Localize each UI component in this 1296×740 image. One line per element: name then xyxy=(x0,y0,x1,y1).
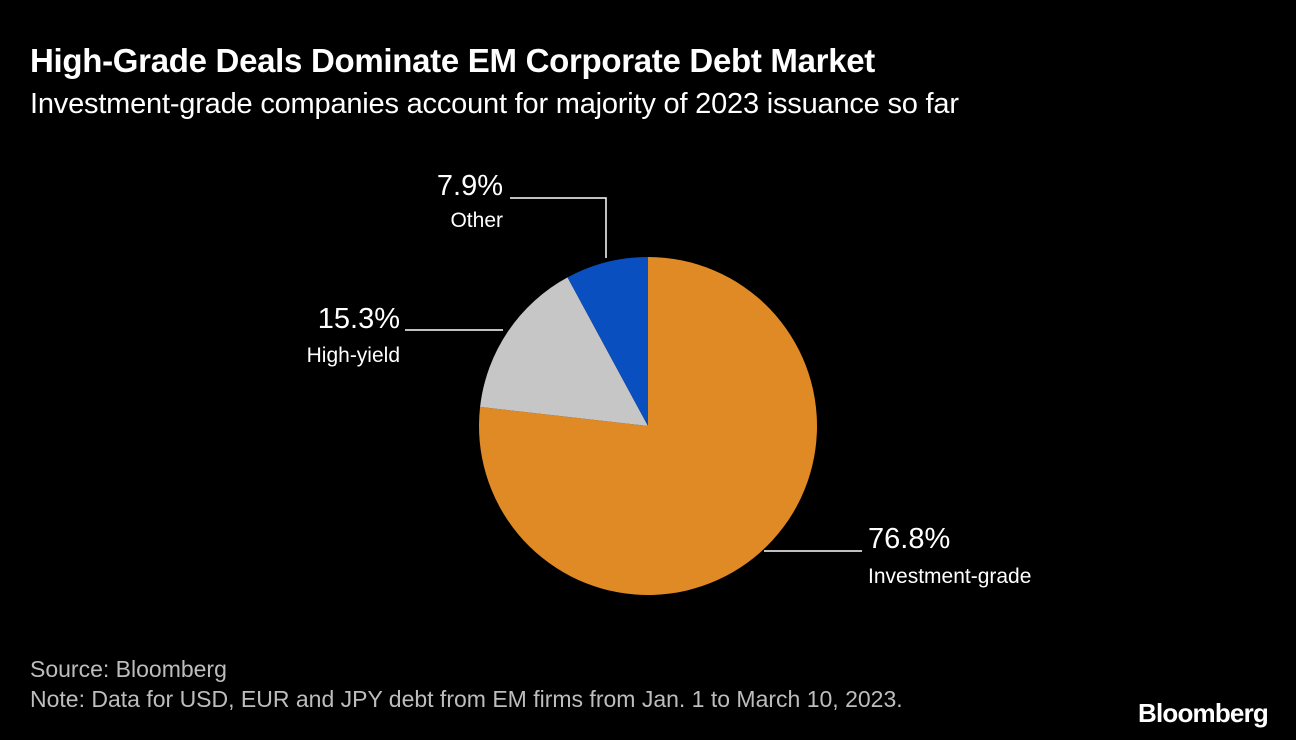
pie-slice-high-yield xyxy=(480,277,648,426)
category-label-other: Other xyxy=(450,209,503,232)
category-label-high-yield: High-yield xyxy=(307,344,400,367)
category-label-investment-grade: Investment-grade xyxy=(868,565,1031,588)
pie-slice-other xyxy=(567,257,648,426)
chart-subtitle: Investment-grade companies account for m… xyxy=(30,88,959,120)
data-label-high-yield: 15.3% xyxy=(318,303,400,335)
leader-line-other xyxy=(510,197,607,258)
data-label-other: 7.9% xyxy=(437,170,503,202)
data-note: Note: Data for USD, EUR and JPY debt fro… xyxy=(30,686,903,712)
bloomberg-logo: Bloomberg xyxy=(1137,698,1269,728)
source-note: Source: Bloomberg xyxy=(30,656,227,682)
data-label-investment-grade: 76.8% xyxy=(868,523,950,555)
chart-title: High-Grade Deals Dominate EM Corporate D… xyxy=(30,42,875,79)
